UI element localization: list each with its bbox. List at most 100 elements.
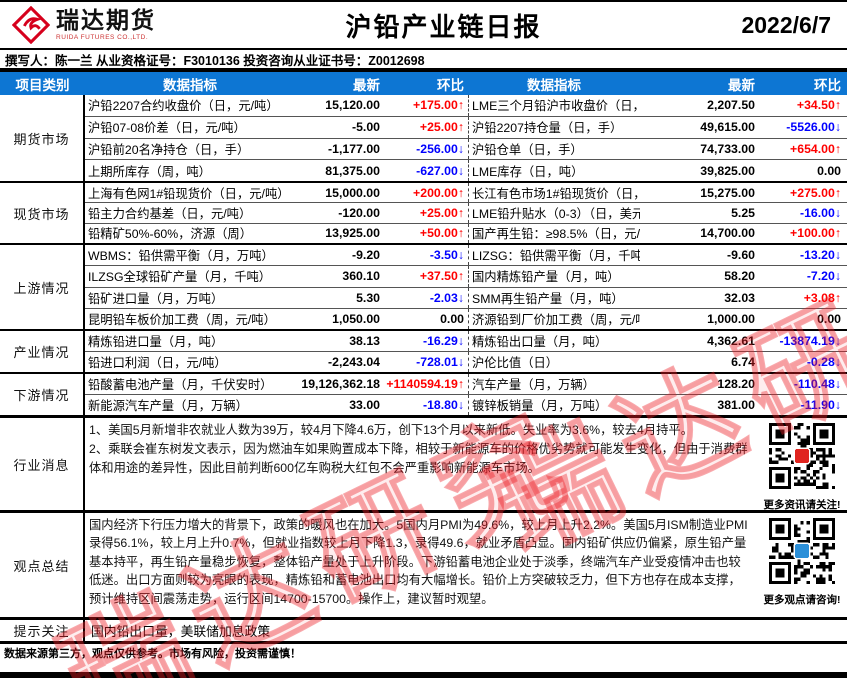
indicator-left: 上海有色网1#铅现货价（日，元/吨） (88, 186, 290, 201)
latest-right: 6.74 (731, 355, 755, 369)
tip-text: 国内铅出口量，美联储加息政策 (91, 624, 271, 639)
news-qr-column: 更多资讯请关注! (757, 418, 847, 511)
indicator-right: 沪铅仓单（日，手） (468, 138, 640, 160)
indicator-right: LIZSG：铅供需平衡（月，千吨） (468, 245, 640, 266)
page-title: 沪铅产业链日报 (345, 11, 542, 42)
header-latest-right: 最新 (728, 77, 755, 93)
indicator-left: 沪铅前20名净持仓（日，手） (88, 142, 250, 157)
chg-right: +100.00↑ (790, 226, 841, 241)
chg-left: +175.00↑ (413, 98, 464, 113)
chg-left: +37.50↑ (419, 269, 464, 284)
indicator-left: 昆明铅车板价加工费（周，元/吨） (88, 312, 276, 327)
indicator-left: 上期所库存（周，吨） (88, 164, 211, 179)
section-下游情况: 下游情况 铅酸蓄电池产量（月，千伏安时） 19,126,362.18 +1140594… (0, 372, 847, 415)
chg-left: +200.00↑ (413, 185, 464, 200)
section-期货市场: 期货市场 沪铅2207合约收盘价（日，元/吨） 15,120.00 +175.00↑ L… (0, 95, 847, 181)
latest-left: 15,120.00 (325, 98, 380, 113)
chg-left: -3.50↓ (429, 248, 464, 263)
paragraph: 1、美国5月新增非农就业人数为39万，较4月下降4.6万，创下13个月以来新低。… (89, 423, 694, 437)
news-qr-code-icon (769, 423, 835, 494)
indicator-left: 铅酸蓄电池产量（月，千伏安时） (88, 378, 273, 392)
logo-text: 瑞达期货 RUIDA FUTURES CO.,LTD. (56, 7, 156, 42)
chg-left: +25.00↑ (419, 120, 464, 135)
indicator-left: 精炼铅进口量（月，吨） (88, 335, 224, 349)
data-row: 昆明铅车板价加工费（周，元/吨） 1,050.00 0.00 济源铅到厂价加工费（周，… (85, 307, 847, 329)
section-rows: 精炼铅进口量（月，吨） 38.13 -16.29↓ 精炼铅出口量（月，吨） 4,362.… (85, 331, 847, 372)
ruida-diamond-icon (12, 6, 50, 44)
section-rows: WBMS：铅供需平衡（月，万吨） -9.20 -3.50↓ LIZSG：铅供需平衡（月… (85, 245, 847, 329)
header-indicator-left: 数据指标 (163, 77, 217, 93)
summary-qr-column: 更多观点请咨询! (757, 513, 847, 617)
latest-left: 5.30 (356, 290, 380, 305)
latest-left: -5.00 (351, 120, 380, 135)
paragraph: 国内经济下行压力增大的背景下，政策的暖风也在加大。5国内月PMI为49.6%，较… (89, 518, 748, 606)
latest-left: -1,177.00 (328, 141, 380, 156)
header-category: 项目类别 (15, 77, 70, 93)
indicator-right: LME三个月铅沪市收盘价（日，美元/吨） (468, 95, 640, 116)
data-row: 上海有色网1#铅现货价（日，元/吨） 15,000.00 +200.00↑ 长江有色市… (85, 183, 847, 203)
data-row: 铅精矿50%-60%，济源（周） 13,925.00 +50.00↑ 国产再生铅：≥9… (85, 222, 847, 243)
indicator-left: ILZSG全球铅矿产量（月，千吨） (88, 270, 272, 285)
summary-qr-label: 更多观点请咨询! (763, 594, 841, 606)
latest-left: -2,243.04 (328, 355, 380, 369)
section-现货市场: 现货市场 上海有色网1#铅现货价（日，元/吨） 15,000.00 +200.00↑ 长… (0, 181, 847, 243)
news-qr-label: 更多资讯请关注! (763, 499, 841, 511)
chg-right: -11.90↓ (800, 398, 841, 412)
category-label: 产业情况 (0, 331, 85, 372)
latest-left: -9.20 (351, 248, 380, 263)
chg-left: +1140594.19↑ (386, 377, 464, 391)
logo-company-name: 瑞达期货 (56, 7, 156, 33)
indicator-right: 镀锌板销量（月，万吨） (468, 395, 640, 415)
section-tip: 提示关注 国内铅出口量，美联储加息政策 (0, 617, 847, 641)
latest-right: 39,825.00 (700, 163, 755, 178)
indicator-right: 精炼铅出口量（月，吨） (468, 331, 640, 351)
category-tip: 提示关注 (0, 620, 85, 641)
indicator-left: 铅主力合约基差（日，元/吨） (88, 206, 252, 221)
latest-right: 74,733.00 (700, 141, 755, 156)
data-row: 沪铅2207合约收盘价（日，元/吨） 15,120.00 +175.00↑ LME三个… (85, 95, 847, 116)
bottom-rule (0, 672, 847, 678)
chg-right: 0.00 (817, 163, 841, 178)
header-indicator-right: 数据指标 (527, 77, 581, 93)
chg-left: +25.00↑ (419, 205, 464, 220)
chg-right: -13874.19↓ (779, 334, 841, 348)
masthead: 瑞达期货 RUIDA FUTURES CO.,LTD. 沪铅产业链日报 2022… (0, 2, 847, 50)
chg-left: +50.00↑ (419, 226, 464, 241)
indicator-right: 长江有色市场1#铅现货价（日，元/吨） (468, 183, 640, 203)
summary-text: 国内经济下行压力增大的背景下，政策的暖风也在加大。5国内月PMI为49.6%，较… (85, 513, 757, 617)
section-summary: 观点总结 国内经济下行压力增大的背景下，政策的暖风也在加大。5国内月PMI为49… (0, 510, 847, 617)
data-row: 铅主力合约基差（日，元/吨） -120.00 +25.00↑ LME铅升贴水（0-3）… (85, 202, 847, 223)
indicator-left: 铅矿进口量（月，万吨） (88, 291, 224, 306)
latest-left: 15,000.00 (325, 185, 380, 200)
company-logo: 瑞达期货 RUIDA FUTURES CO.,LTD. (0, 6, 240, 44)
header-chg-left: 环比 (437, 77, 464, 93)
chg-right: -13.20↓ (799, 248, 841, 263)
chg-right: +34.50↑ (796, 98, 841, 113)
chg-right: -110.48↓ (793, 377, 841, 391)
chg-right: -7.20↓ (806, 269, 841, 284)
table-body: 期货市场 沪铅2207合约收盘价（日，元/吨） 15,120.00 +175.00↑ L… (0, 95, 847, 415)
data-row: 精炼铅进口量（月，吨） 38.13 -16.29↓ 精炼铅出口量（月，吨） 4,362.… (85, 331, 847, 351)
data-row: WBMS：铅供需平衡（月，万吨） -9.20 -3.50↓ LIZSG：铅供需平衡（月… (85, 245, 847, 266)
data-row: 沪铅前20名净持仓（日，手） -1,177.00 -256.00↓ 沪铅仓单（日，手）… (85, 137, 847, 160)
chg-right: +3.08↑ (803, 290, 841, 305)
indicator-right: 国内精炼铅产量（月，吨） (468, 266, 640, 287)
category-industry-news: 行业消息 (0, 418, 85, 510)
latest-left: 81,375.00 (325, 163, 380, 178)
chg-left: -627.00↓ (416, 163, 464, 178)
indicator-left: WBMS：铅供需平衡（月，万吨） (88, 249, 274, 264)
latest-right: 381.00 (717, 398, 755, 412)
data-row: 上期所库存（周，吨） 81,375.00 -627.00↓ LME库存（日，吨） 39,… (85, 159, 847, 181)
indicator-left: 沪铅07-08价差（日，元/吨） (88, 121, 246, 136)
chg-right: -16.00↓ (799, 205, 841, 220)
indicator-left: 铅精矿50%-60%，济源（周） (88, 227, 252, 242)
data-row: 铅酸蓄电池产量（月，千伏安时） 19,126,362.18 +1140594.19↑… (85, 374, 847, 394)
summary-qr-code-icon (769, 518, 835, 589)
chg-left: -256.00↓ (416, 141, 464, 156)
latest-left: 360.10 (342, 269, 380, 284)
latest-left: 19,126,362.18 (301, 377, 380, 391)
data-row: 铅矿进口量（月，万吨） 5.30 -2.03↓ SMM再生铅产量（月，吨） 32.03 +… (85, 286, 847, 308)
indicator-right: 国产再生铅：≥98.5%（日，元/吨） (468, 223, 640, 243)
latest-right: -9.60 (726, 248, 755, 263)
